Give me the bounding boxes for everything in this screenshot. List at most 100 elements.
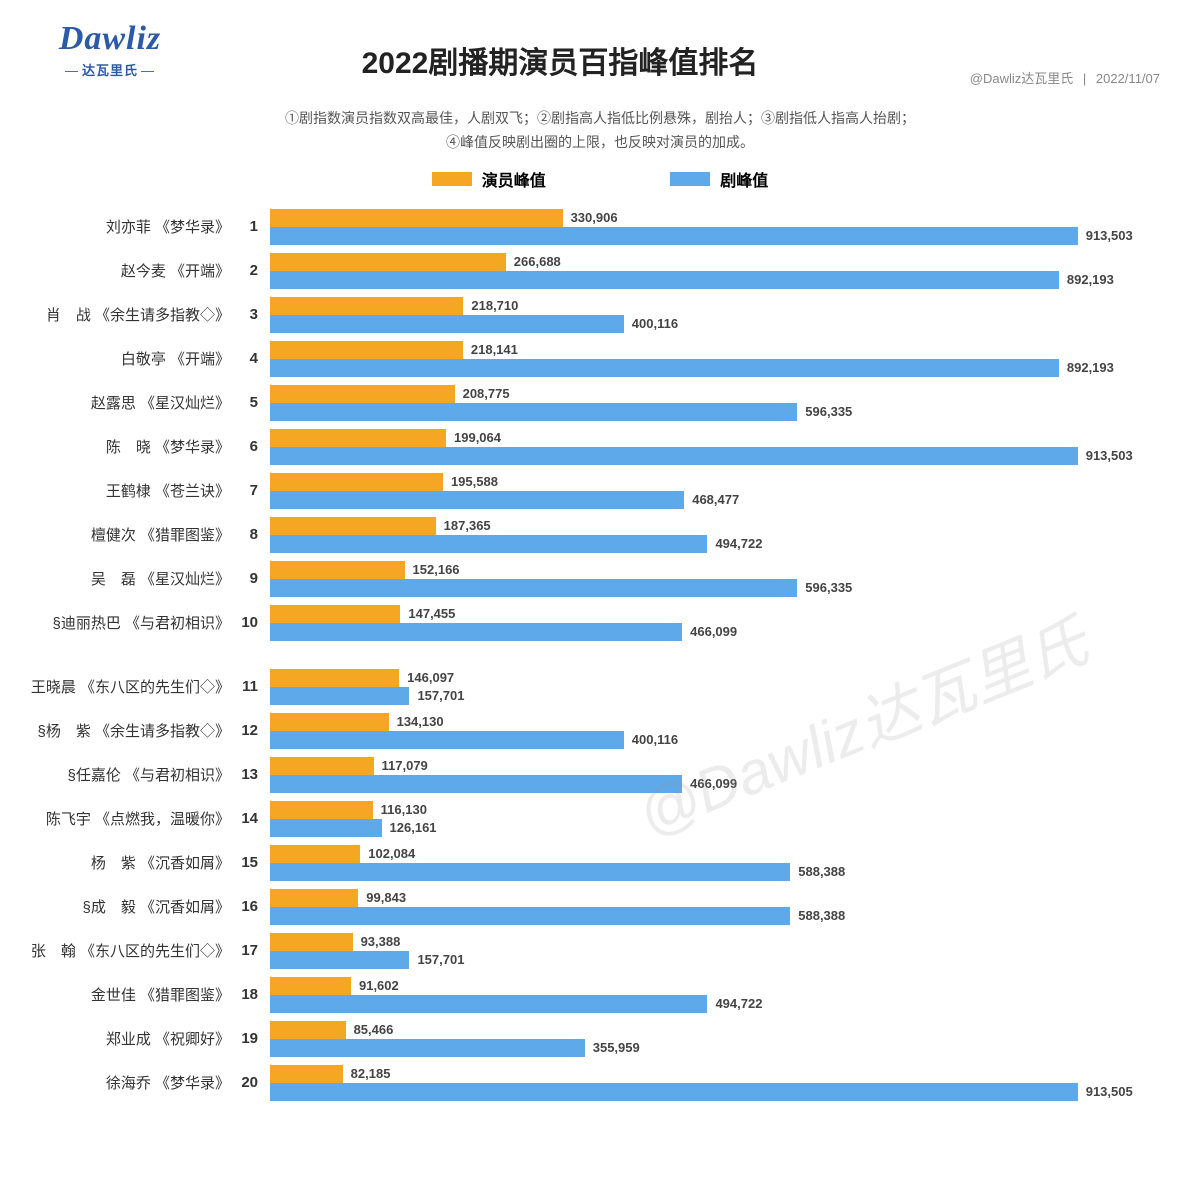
actor-bar bbox=[270, 801, 373, 819]
drama-value: 596,335 bbox=[805, 404, 852, 419]
bars: 134,130400,116 bbox=[270, 709, 1140, 753]
drama-bar bbox=[270, 1039, 585, 1057]
row-label: 郑业成 《祝卿好》 19 bbox=[0, 1017, 270, 1061]
bars: 152,166596,335 bbox=[270, 557, 1140, 601]
drama-value: 400,116 bbox=[632, 316, 678, 331]
drama-value: 588,388 bbox=[798, 908, 845, 923]
drama-bar-wrap: 596,335 bbox=[270, 579, 1140, 597]
actor-bar bbox=[270, 933, 353, 951]
actor-value: 117,079 bbox=[382, 758, 428, 773]
drama-value: 892,193 bbox=[1067, 360, 1114, 375]
chart-row: 赵今麦 《开端》2266,688892,193 bbox=[0, 249, 1140, 293]
drama-bar bbox=[270, 863, 790, 881]
actor-bar-wrap: 152,166 bbox=[270, 561, 1140, 579]
drama-bar-wrap: 157,701 bbox=[270, 687, 1140, 705]
rank-number: 4 bbox=[238, 350, 258, 367]
drama-bar bbox=[270, 491, 684, 509]
actor-value: 218,710 bbox=[471, 298, 518, 313]
rank-number: 1 bbox=[238, 218, 258, 235]
actor-value: 85,466 bbox=[354, 1022, 394, 1037]
row-label: 王晓晨 《东八区的先生们◇》11 bbox=[0, 665, 270, 709]
bars: 91,602494,722 bbox=[270, 973, 1140, 1017]
drama-bar-wrap: 466,099 bbox=[270, 775, 1140, 793]
drama-bar bbox=[270, 775, 682, 793]
actor-drama-label: 郑业成 《祝卿好》 bbox=[106, 1028, 230, 1049]
swatch-actor bbox=[432, 172, 472, 186]
chart-row: 白敬亭 《开端》4218,141892,193 bbox=[0, 337, 1140, 381]
drama-bar-wrap: 913,503 bbox=[270, 227, 1140, 245]
legend-actor: 演员峰值 bbox=[432, 167, 546, 191]
header: Dawliz 达瓦里氏 2022剧播期演员百指峰值排名 @Dawliz达瓦里氏 … bbox=[0, 0, 1200, 87]
actor-drama-label: 肖 战 《余生请多指教◇》 bbox=[46, 304, 230, 325]
drama-value: 355,959 bbox=[593, 1040, 640, 1055]
actor-drama-label: 徐海乔 《梦华录》 bbox=[106, 1072, 230, 1093]
actor-drama-label: §迪丽热巴 《与君初相识》 bbox=[52, 612, 230, 633]
drama-value: 126,161 bbox=[390, 820, 437, 835]
bars: 146,097 157,701 bbox=[270, 665, 1140, 709]
actor-value: 208,775 bbox=[463, 386, 510, 401]
actor-drama-label: 王鹤棣 《苍兰诀》 bbox=[106, 480, 230, 501]
chart-row: 杨 紫 《沉香如屑》15102,084588,388 bbox=[0, 841, 1140, 885]
row-label: 陈飞宇 《点燃我，温暖你》14 bbox=[0, 797, 270, 841]
chart-row: 徐海乔 《梦华录》2082,185913,505 bbox=[0, 1061, 1140, 1105]
actor-drama-label: 檀健次 《猎罪图鉴》 bbox=[91, 524, 230, 545]
actor-bar bbox=[270, 561, 405, 579]
actor-bar bbox=[270, 1065, 343, 1083]
actor-drama-label: §杨 紫 《余生请多指教◇》 bbox=[37, 720, 230, 741]
chart-row: 陈 晓 《梦华录》6199,064913,503 bbox=[0, 425, 1140, 469]
drama-value: 913,503 bbox=[1086, 448, 1133, 463]
drama-bar bbox=[270, 535, 707, 553]
actor-bar bbox=[270, 605, 400, 623]
drama-bar bbox=[270, 447, 1078, 465]
chart-row: 陈飞宇 《点燃我，温暖你》14 116,130 126,161 bbox=[0, 797, 1140, 841]
actor-bar bbox=[270, 977, 351, 995]
actor-bar-wrap: 91,602 bbox=[270, 977, 1140, 995]
logo-text: Dawliz bbox=[40, 20, 180, 58]
logo-subtitle: 达瓦里氏 bbox=[40, 60, 180, 79]
logo: Dawliz 达瓦里氏 bbox=[40, 20, 180, 79]
drama-bar-wrap: 126,161 bbox=[270, 819, 1140, 837]
actor-drama-label: 赵露思 《星汉灿烂》 bbox=[91, 392, 230, 413]
drama-bar bbox=[270, 907, 790, 925]
chart-row: §杨 紫 《余生请多指教◇》 12 134,130400,116 bbox=[0, 709, 1140, 753]
actor-bar bbox=[270, 1021, 346, 1039]
actor-bar bbox=[270, 209, 563, 227]
actor-bar-wrap: 187,365 bbox=[270, 517, 1140, 535]
actor-drama-label: 张 翰 《东八区的先生们◇》 bbox=[31, 940, 230, 961]
drama-value: 466,099 bbox=[690, 776, 737, 791]
actor-value: 146,097 bbox=[407, 670, 454, 685]
actor-value: 82,185 bbox=[351, 1066, 391, 1081]
actor-value: 102,084 bbox=[368, 846, 415, 861]
actor-drama-label: 吴 磊 《星汉灿烂》 bbox=[91, 568, 230, 589]
rank-number: 12 bbox=[238, 722, 258, 739]
drama-bar-wrap: 468,477 bbox=[270, 491, 1140, 509]
chart-row: 郑业成 《祝卿好》 19 85,466 355,959 bbox=[0, 1017, 1140, 1061]
title-block: 2022剧播期演员百指峰值排名 bbox=[180, 20, 940, 82]
rank-number: 11 bbox=[238, 678, 258, 695]
rank-number: 19 bbox=[238, 1030, 258, 1047]
actor-bar bbox=[270, 669, 399, 687]
actor-drama-label: 杨 紫 《沉香如屑》 bbox=[91, 852, 230, 873]
actor-bar-wrap: 147,455 bbox=[270, 605, 1140, 623]
bars: 147,455466,099 bbox=[270, 601, 1140, 645]
bar-chart: 刘亦菲 《梦华录》1330,906913,503赵今麦 《开端》2266,688… bbox=[0, 205, 1200, 1105]
actor-bar-wrap: 195,588 bbox=[270, 473, 1140, 491]
drama-value: 157,701 bbox=[417, 688, 464, 703]
bars: 116,130 126,161 bbox=[270, 797, 1140, 841]
bars: 102,084588,388 bbox=[270, 841, 1140, 885]
actor-value: 116,130 bbox=[381, 802, 427, 817]
row-label: 赵露思 《星汉灿烂》5 bbox=[0, 381, 270, 425]
drama-value: 468,477 bbox=[692, 492, 739, 507]
drama-bar bbox=[270, 687, 409, 705]
drama-bar-wrap: 400,116 bbox=[270, 731, 1140, 749]
actor-drama-label: 刘亦菲 《梦华录》 bbox=[106, 216, 230, 237]
rank-number: 9 bbox=[238, 570, 258, 587]
drama-bar bbox=[270, 995, 707, 1013]
drama-bar-wrap: 892,193 bbox=[270, 359, 1140, 377]
rank-number: 16 bbox=[238, 898, 258, 915]
bars: 266,688892,193 bbox=[270, 249, 1140, 293]
actor-drama-label: 白敬亭 《开端》 bbox=[121, 348, 230, 369]
actor-value: 93,388 bbox=[361, 934, 401, 949]
drama-bar-wrap: 494,722 bbox=[270, 995, 1140, 1013]
drama-bar bbox=[270, 731, 624, 749]
